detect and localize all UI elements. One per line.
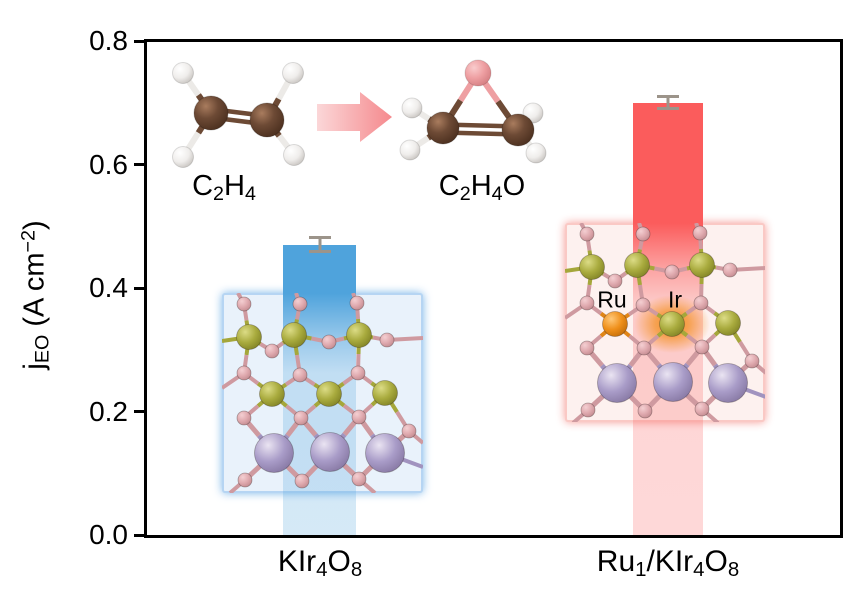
iridium-atom: [689, 252, 715, 278]
reaction-arrow-icon: [317, 92, 392, 142]
oxygen-atom: [636, 340, 652, 356]
ethylene-oxide-molecule: [399, 59, 547, 164]
oxygen-atom: [607, 273, 623, 289]
hydrogen-atom: [525, 142, 547, 164]
oxygen-atom: [292, 367, 308, 383]
iridium-atom: [579, 254, 605, 280]
iridium-atom: [236, 324, 262, 350]
oxygen-atom: [236, 296, 252, 312]
oxygen-atom: [744, 353, 760, 369]
potassium-atom: [254, 433, 294, 473]
potassium-atom: [310, 432, 350, 472]
y-tick: [134, 286, 145, 290]
oxygen-atom: [637, 403, 653, 419]
y-tick: [134, 533, 145, 537]
x-category-label-kir4o8: KIr4O8: [277, 545, 363, 582]
kir4o8-crystal-structure: [222, 293, 423, 493]
potassium-atom: [597, 363, 637, 403]
iridium-atom: [316, 381, 342, 407]
y-tick-label: 0.6: [89, 148, 128, 180]
carbon-atom: [193, 95, 229, 131]
x-category-label-ru1-kir4o8: Ru1/KIr4O8: [596, 545, 740, 582]
oxygen-atom: [694, 401, 710, 417]
oxygen-atom: [292, 296, 308, 312]
error-bar-ru1-kir4o8: [656, 95, 679, 111]
ru1-kir4o8-crystal-structure: [565, 223, 765, 422]
hydrogen-atom: [283, 144, 305, 166]
iridium-atom: [372, 380, 398, 406]
y-tick-label: 0.2: [89, 395, 128, 427]
iridium-atom: [715, 310, 741, 336]
potassium-atom: [653, 362, 693, 402]
oxygen-atom: [693, 295, 709, 311]
carbon-atom: [501, 113, 535, 147]
y-axis-label: jEO (A cm−2): [17, 220, 54, 370]
potassium-atom: [365, 433, 405, 473]
oxygen-atom: [464, 59, 492, 87]
carbon-atom: [426, 111, 460, 145]
oxygen-atom: [579, 295, 595, 311]
oxygen-atom: [580, 402, 596, 418]
ruthenium-atom: [602, 311, 628, 337]
oxygen-atom: [237, 472, 253, 488]
reaction-scheme: [172, 59, 547, 168]
iridium-atom: [346, 322, 372, 348]
y-tick: [134, 163, 145, 166]
y-tick-label: 0.8: [89, 25, 128, 56]
oxygen-atom: [236, 410, 252, 426]
oxygen-atom: [349, 295, 365, 311]
oxygen-atom: [692, 225, 708, 241]
oxygen-atom: [401, 423, 417, 439]
oxygen-atom: [635, 226, 651, 242]
y-tick-label: 0.4: [89, 272, 128, 303]
iridium-atom: [281, 322, 307, 348]
hydrogen-atom: [172, 146, 194, 168]
ethylene-molecule: [172, 62, 305, 168]
oxygen-atom: [635, 297, 651, 313]
hydrogen-atom: [399, 139, 421, 161]
oxygen-atom: [351, 409, 367, 425]
hydrogen-atom: [172, 62, 194, 84]
hydrogen-atom: [282, 62, 304, 84]
y-tick-label: 0.0: [89, 519, 128, 550]
iridium-atom: [659, 311, 685, 337]
reactant-formula-label: C2H4: [192, 170, 256, 205]
hydrogen-atom: [401, 97, 423, 119]
oxygen-atom: [694, 339, 710, 355]
oxygen-atom: [351, 471, 367, 487]
oxygen-atom: [579, 226, 595, 242]
ru-site-label: Ru: [597, 286, 627, 313]
y-tick: [134, 410, 145, 413]
error-bar-kir4o8: [308, 236, 331, 254]
oxygen-atom: [236, 365, 252, 381]
oxygen-atom: [722, 262, 738, 278]
oxygen-atom: [321, 334, 337, 350]
oxygen-atom: [293, 410, 309, 426]
iridium-atom: [624, 252, 650, 278]
carbon-atom: [249, 102, 285, 138]
oxygen-atom: [350, 365, 366, 381]
oxygen-atom: [379, 332, 395, 348]
oxygen-atom: [264, 343, 280, 359]
ir-site-label: Ir: [667, 286, 683, 313]
iridium-atom: [259, 381, 285, 407]
oxygen-atom: [579, 340, 595, 356]
y-tick: [134, 39, 145, 43]
oxygen-atom: [294, 473, 310, 489]
product-formula-label: C2H4O: [438, 170, 526, 205]
oxygen-atom: [664, 264, 680, 280]
potassium-atom: [708, 363, 748, 403]
